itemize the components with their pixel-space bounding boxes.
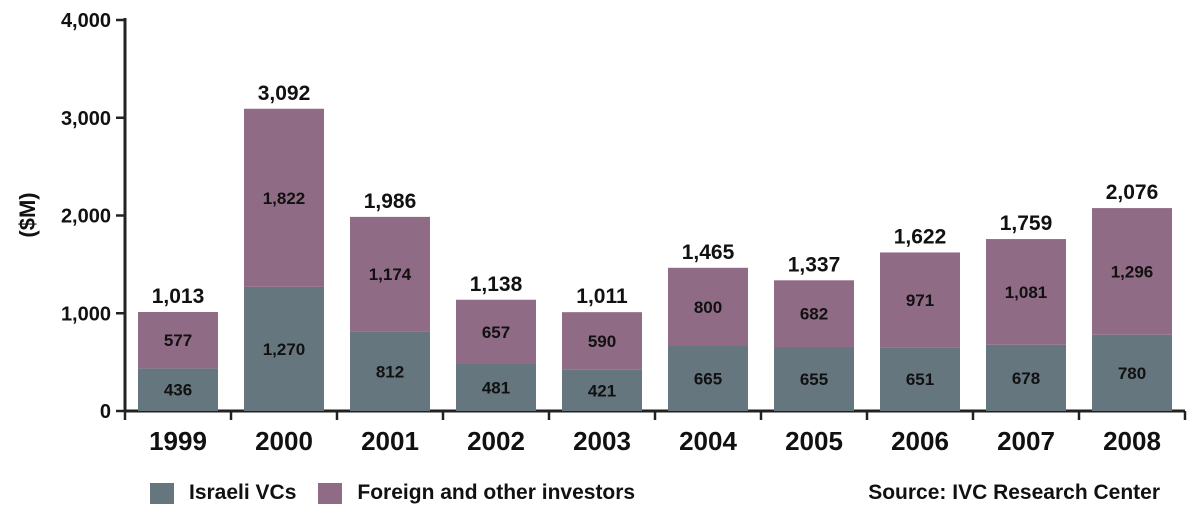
bar-segment-israeli-vcs <box>244 286 324 411</box>
data-label-israeli-vcs: 780 <box>1118 364 1146 383</box>
bar-segment-foreign-investors <box>986 239 1066 345</box>
data-label-israeli-vcs: 436 <box>164 381 192 400</box>
data-label-israeli-vcs: 481 <box>482 378 510 397</box>
y-tick-label: 2,000 <box>61 206 111 228</box>
data-label-israeli-vcs: 421 <box>588 381 616 400</box>
legend: Israeli VCs Foreign and other investors … <box>150 480 1170 506</box>
bar-total-label: 1,759 <box>1000 212 1053 235</box>
x-tick-label: 2001 <box>361 426 419 456</box>
y-axis-title: ($M) <box>15 192 40 237</box>
bar-segment-foreign-investors <box>562 312 642 370</box>
bar-segment-foreign-investors <box>350 216 430 332</box>
bar-segment-israeli-vcs <box>562 369 642 411</box>
bar-total-label: 1,337 <box>788 253 841 276</box>
y-tick-label: 1,000 <box>61 303 111 325</box>
bar-segment-israeli-vcs <box>668 345 748 411</box>
bar-segment-foreign-investors <box>456 299 536 364</box>
bar-segment-foreign-investors <box>244 108 324 287</box>
bar-segment-israeli-vcs <box>456 363 536 411</box>
bar-total-label: 1,011 <box>576 285 628 308</box>
bar-segment-israeli-vcs <box>350 331 430 411</box>
data-label-foreign-investors: 657 <box>482 323 510 342</box>
bar-total-label: 1,013 <box>152 285 205 308</box>
data-label-foreign-investors: 800 <box>694 298 722 317</box>
bar-segment-israeli-vcs <box>138 368 218 411</box>
data-label-israeli-vcs: 812 <box>376 362 404 381</box>
bar-segment-israeli-vcs <box>1092 334 1172 411</box>
bar-total-label: 1,986 <box>364 190 417 213</box>
bar-total-label: 3,092 <box>258 82 311 105</box>
stacked-bar-chart: ($M) 0 1,000 2,000 3,000 4,000 436 577 1,013 199… <box>15 10 1187 456</box>
data-label-foreign-investors: 1,174 <box>369 265 412 284</box>
data-label-foreign-investors: 971 <box>906 291 934 310</box>
data-label-israeli-vcs: 655 <box>800 370 828 389</box>
data-label-foreign-investors: 1,081 <box>1005 283 1048 302</box>
data-label-foreign-investors: 1,296 <box>1111 262 1154 281</box>
bar-segment-foreign-investors <box>1092 208 1172 335</box>
bar-total-label: 1,138 <box>470 273 523 296</box>
x-tick-label: 2004 <box>679 426 737 456</box>
bar-segment-foreign-investors <box>774 280 854 347</box>
x-tick-label: 2007 <box>997 426 1055 456</box>
data-label-israeli-vcs: 665 <box>694 369 722 388</box>
x-tick-label: 2002 <box>467 426 525 456</box>
legend-label-foreign-investors: Foreign and other investors <box>357 481 636 504</box>
y-tick-label: 4,000 <box>61 10 111 32</box>
bar-segment-israeli-vcs <box>880 347 960 411</box>
x-tick-label: 1999 <box>149 426 207 456</box>
data-label-foreign-investors: 1,822 <box>263 189 306 208</box>
bar-segment-foreign-investors <box>880 252 960 348</box>
bar-total-label: 1,465 <box>682 241 735 264</box>
data-label-israeli-vcs: 678 <box>1012 369 1040 388</box>
legend-item-foreign-investors: Foreign and other investors <box>318 481 635 505</box>
bar-segment-israeli-vcs <box>986 344 1066 411</box>
x-tick-label: 2000 <box>255 426 313 456</box>
x-tick-label: 2008 <box>1103 426 1161 456</box>
y-tick-label: 0 <box>100 401 111 423</box>
source-note: Source: IVC Research Center <box>868 481 1160 504</box>
data-label-foreign-investors: 577 <box>164 331 192 350</box>
bar-segment-foreign-investors <box>668 267 748 346</box>
legend-swatch-israeli-vcs <box>150 482 174 504</box>
bar-segment-foreign-investors <box>138 311 218 369</box>
bar-segment-israeli-vcs <box>774 346 854 411</box>
y-tick-label: 3,000 <box>61 108 111 130</box>
x-tick-label: 2006 <box>891 426 949 456</box>
data-label-israeli-vcs: 651 <box>906 370 934 389</box>
legend-label-israeli-vcs: Israeli VCs <box>189 481 297 504</box>
data-label-foreign-investors: 590 <box>588 332 616 351</box>
x-tick-label: 2005 <box>785 426 843 456</box>
legend-swatch-foreign-investors <box>318 482 343 504</box>
bar-total-label: 2,076 <box>1106 181 1159 204</box>
x-tick-label: 2003 <box>573 426 631 456</box>
legend-item-israeli-vcs: Israeli VCs <box>150 481 296 505</box>
data-label-foreign-investors: 682 <box>800 305 828 324</box>
bar-total-label: 1,622 <box>894 225 947 248</box>
data-label-israeli-vcs: 1,270 <box>263 340 306 359</box>
